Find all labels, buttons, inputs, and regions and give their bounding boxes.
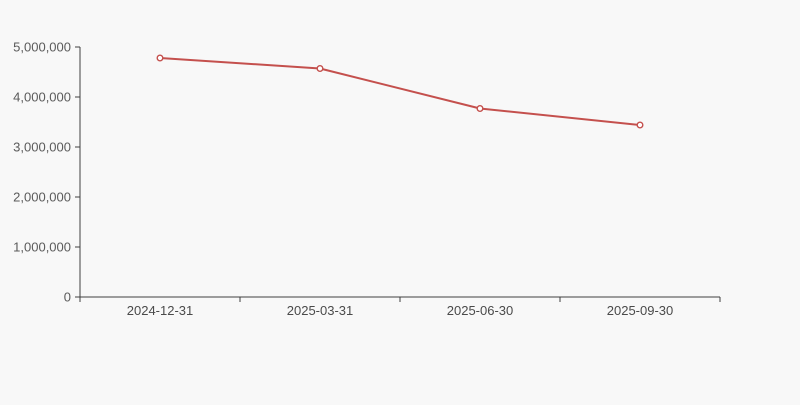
- y-axis-tick-label: 3,000,000: [13, 140, 71, 155]
- data-point-marker[interactable]: [156, 54, 164, 62]
- y-axis-tick-label: 0: [64, 290, 71, 305]
- y-axis-tick-label: 1,000,000: [13, 240, 71, 255]
- x-axis-category-label: 2025-03-31: [287, 303, 354, 318]
- x-axis-category-label: 2024-12-31: [127, 303, 194, 318]
- x-axis-category-label: 2025-09-30: [607, 303, 674, 318]
- data-point-marker[interactable]: [476, 104, 484, 112]
- data-point-marker[interactable]: [636, 121, 644, 129]
- data-point-marker[interactable]: [316, 64, 324, 72]
- y-axis-tick-label: 4,000,000: [13, 90, 71, 105]
- y-axis-tick-label: 5,000,000: [13, 40, 71, 55]
- x-axis-category-label: 2025-06-30: [447, 303, 514, 318]
- y-axis-tick-label: 2,000,000: [13, 190, 71, 205]
- series-line: [159, 57, 641, 126]
